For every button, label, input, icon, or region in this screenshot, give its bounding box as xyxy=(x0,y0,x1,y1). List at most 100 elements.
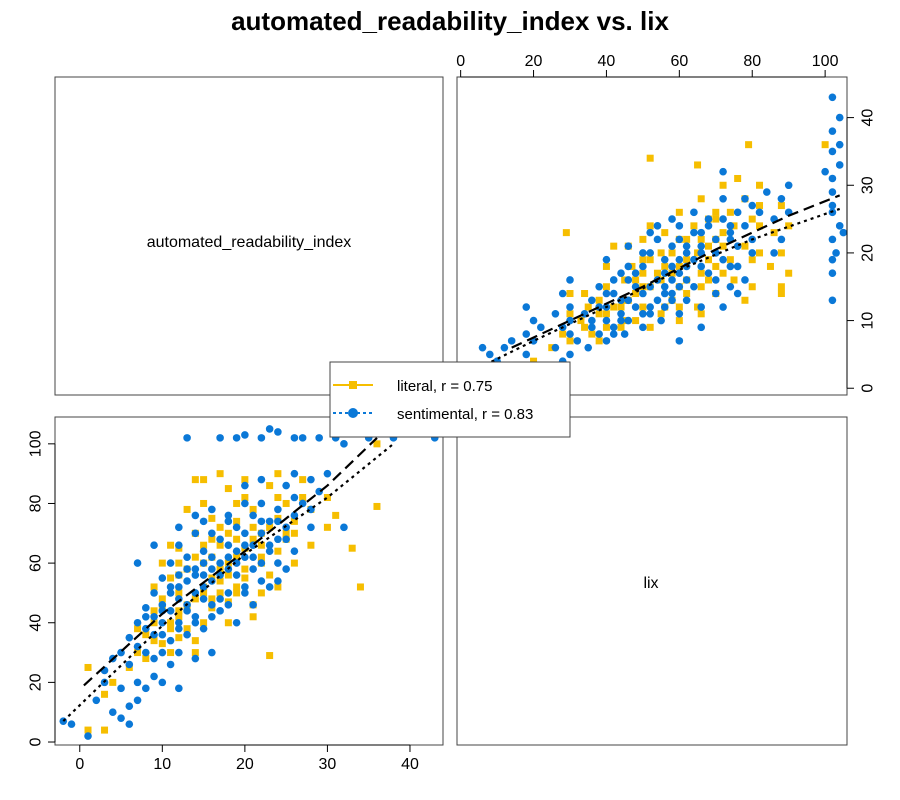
point-sentimental xyxy=(175,571,183,579)
point-sentimental xyxy=(675,282,684,291)
point-sentimental xyxy=(282,481,290,490)
point-sentimental xyxy=(290,469,299,478)
legend-literal-marker xyxy=(349,381,357,389)
point-sentimental xyxy=(588,316,596,325)
point-sentimental xyxy=(733,208,742,217)
point-sentimental xyxy=(697,242,706,250)
fit-line-literal xyxy=(83,437,378,687)
point-sentimental xyxy=(668,296,676,305)
point-sentimental xyxy=(631,303,640,311)
point-sentimental xyxy=(158,601,167,609)
legend-box xyxy=(329,361,571,438)
legend-literal-label: literal, r = 0.75 xyxy=(397,378,492,395)
point-sentimental xyxy=(67,720,76,728)
point-sentimental xyxy=(125,633,134,642)
point-sentimental xyxy=(719,303,727,311)
point-sentimental xyxy=(657,316,665,325)
point-sentimental xyxy=(675,269,684,278)
point-literal xyxy=(566,290,574,298)
point-literal xyxy=(777,290,785,298)
point-sentimental xyxy=(117,714,125,722)
point-literal xyxy=(257,553,265,561)
point-literal xyxy=(602,323,610,331)
point-sentimental xyxy=(620,330,629,338)
point-literal xyxy=(777,202,785,210)
point-sentimental xyxy=(646,249,654,257)
diagonal-label-automated-readability-index: automated_readability_index xyxy=(147,234,352,251)
point-sentimental xyxy=(653,235,662,244)
point-sentimental xyxy=(624,276,633,284)
point-sentimental xyxy=(84,732,92,740)
point-sentimental xyxy=(500,343,509,352)
point-sentimental xyxy=(274,428,282,436)
point-sentimental xyxy=(265,541,274,550)
point-sentimental xyxy=(777,235,786,244)
point-sentimental xyxy=(216,535,224,544)
point-literal xyxy=(175,634,183,642)
point-sentimental xyxy=(249,511,257,520)
point-literal xyxy=(712,215,720,223)
point-literal xyxy=(150,583,158,591)
point-literal xyxy=(175,559,183,567)
point-literal xyxy=(299,476,307,484)
point-literal xyxy=(639,303,647,311)
point-sentimental xyxy=(828,296,837,305)
point-sentimental xyxy=(835,140,844,149)
point-sentimental xyxy=(646,303,654,311)
diagonal-label-lix: lix xyxy=(643,575,658,592)
point-sentimental xyxy=(183,565,191,573)
point-sentimental xyxy=(208,601,216,609)
point-literal xyxy=(719,181,727,189)
point-sentimental xyxy=(828,201,837,210)
point-sentimental xyxy=(257,559,266,567)
point-sentimental xyxy=(719,194,727,203)
point-literal xyxy=(566,337,574,345)
point-sentimental xyxy=(142,684,150,693)
point-sentimental xyxy=(232,571,241,579)
point-sentimental xyxy=(675,235,684,244)
point-literal xyxy=(200,541,208,549)
point-literal xyxy=(639,235,647,243)
point-literal xyxy=(290,529,298,537)
point-sentimental xyxy=(241,481,249,490)
point-sentimental xyxy=(257,434,266,442)
point-sentimental xyxy=(224,517,233,526)
point-sentimental xyxy=(175,541,183,550)
point-sentimental xyxy=(191,511,200,520)
point-sentimental xyxy=(241,431,249,439)
point-sentimental xyxy=(175,618,183,627)
point-literal xyxy=(610,303,618,311)
point-sentimental xyxy=(741,276,749,284)
point-literal xyxy=(756,222,764,230)
point-sentimental xyxy=(265,517,274,526)
point-sentimental xyxy=(639,262,647,271)
point-literal xyxy=(191,637,199,645)
point-sentimental xyxy=(150,589,158,597)
point-literal xyxy=(101,726,109,734)
point-literal xyxy=(356,583,364,591)
point-literal xyxy=(142,631,150,639)
x-tick-label: 10 xyxy=(153,756,171,773)
point-literal xyxy=(274,470,282,478)
point-literal xyxy=(183,625,191,633)
point-literal xyxy=(617,323,625,331)
point-sentimental xyxy=(257,499,266,508)
point-literal xyxy=(704,242,712,250)
point-sentimental xyxy=(274,559,282,567)
point-sentimental xyxy=(733,262,742,271)
point-sentimental xyxy=(828,235,837,244)
x-tick-label: 100 xyxy=(812,53,839,70)
point-sentimental xyxy=(232,523,241,532)
point-sentimental xyxy=(682,276,691,284)
point-literal xyxy=(233,535,241,543)
point-sentimental xyxy=(726,228,735,237)
point-sentimental xyxy=(573,337,582,345)
point-literal xyxy=(266,482,274,490)
point-literal xyxy=(150,607,158,615)
point-literal xyxy=(581,290,589,298)
point-sentimental xyxy=(158,630,167,639)
point-sentimental xyxy=(282,535,290,544)
point-literal xyxy=(183,505,191,513)
y-tick-label: 10 xyxy=(860,312,877,330)
point-sentimental xyxy=(697,323,706,332)
